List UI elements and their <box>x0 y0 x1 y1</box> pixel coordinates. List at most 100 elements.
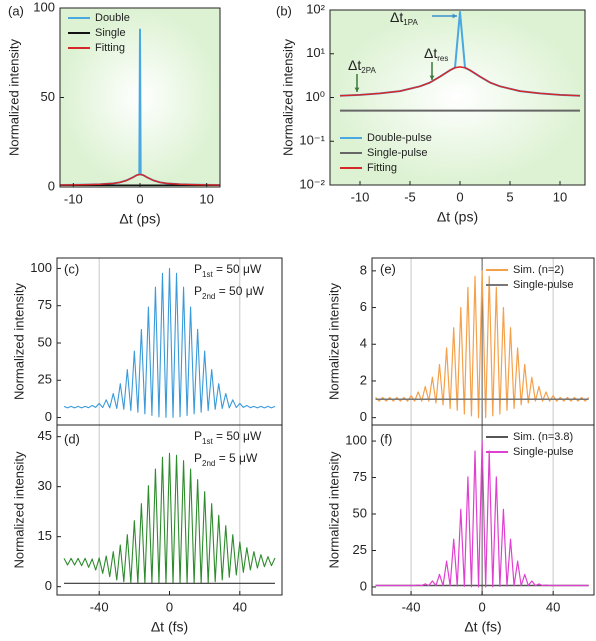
annotation-main: P <box>194 429 202 443</box>
annotation-main: P <box>194 451 202 465</box>
y-tick-label: 100 <box>30 260 52 275</box>
annotation-arrowhead <box>354 87 360 92</box>
legend-label: Double <box>95 12 130 24</box>
legend-label: Fitting <box>367 162 397 174</box>
x-tick-label: -5 <box>404 189 416 204</box>
plot-lines <box>375 440 589 588</box>
plot-lines <box>339 11 581 112</box>
legend-label: Single-pulse <box>513 279 574 291</box>
annotation: Δt2PA <box>348 57 376 75</box>
annotation-main: Δt <box>348 57 361 73</box>
annotation-arrowhead <box>429 75 435 80</box>
panel: 10⁻² 10⁻¹ 10⁰ 10¹ 10² -10 -5 0 5 10 Δt (ps) Normali… <box>276 1 586 225</box>
y-tick-label: 25 <box>38 372 52 387</box>
y-tick-label: 10⁻¹ <box>299 133 325 148</box>
y-tick-label: 100 <box>345 432 367 447</box>
annotation-sub: 2PA <box>361 66 376 75</box>
panel-label: (d) <box>64 431 80 446</box>
annotation: P1st = 50 μW <box>194 262 262 278</box>
y-axis-label: Normalized intensity <box>326 282 341 400</box>
annotation: P1st = 50 μW <box>194 429 262 445</box>
legend-label: Single-pulse <box>367 147 428 159</box>
legend-label: Single-pulse <box>513 446 574 458</box>
y-tick-label: 2 <box>360 372 367 387</box>
x-axis-label: Δt (ps) <box>119 211 160 227</box>
annotation-sub: 1st <box>202 270 213 279</box>
y-tick-label: 0 <box>48 178 55 193</box>
x-axis-label: Δt (fs) <box>464 619 501 635</box>
y-tick-label: 10² <box>306 1 325 16</box>
series-line <box>63 267 276 418</box>
series-line <box>375 270 590 419</box>
annotation-sub: res <box>437 54 448 63</box>
x-tick-label: 40 <box>233 599 247 614</box>
y-tick-label: 45 <box>38 428 52 443</box>
y-tick-label: 15 <box>38 528 52 543</box>
y-tick-label: 0 <box>45 578 52 593</box>
x-tick-label: -10 <box>64 191 83 206</box>
x-tick-label: 5 <box>506 189 513 204</box>
annotation-tail: = 50 μW <box>213 429 262 443</box>
y-axis-label: Normalized intensity <box>11 282 26 400</box>
panel: 0 25 50 75 100 Normalized intensity (c) P1st = … <box>11 257 283 426</box>
series-line <box>339 66 581 97</box>
annotation: Δtres <box>424 45 448 63</box>
panel: 0 50 100 -10 0 10 Δt (ps) Normalized intensity (… <box>6 0 221 227</box>
y-tick-label: 50 <box>41 89 55 104</box>
panel-label: (f) <box>380 431 392 446</box>
x-tick-label: -10 <box>351 189 370 204</box>
y-tick-label: 0 <box>360 409 367 424</box>
legend-label: Single <box>95 27 126 39</box>
x-tick-label: 0 <box>456 189 463 204</box>
series-line <box>375 440 589 588</box>
annotation-main: P <box>194 262 202 276</box>
panel-label: (c) <box>64 261 79 276</box>
y-tick-label: 10¹ <box>306 45 325 60</box>
x-tick-label: -40 <box>90 599 109 614</box>
annotation-sub: 1st <box>202 437 213 446</box>
annotation-tail: = 50 μW <box>215 284 264 298</box>
y-tick-label: 50 <box>38 334 52 349</box>
y-axis-label: Normalized intensity <box>326 451 341 569</box>
annotation-tail: = 5 μW <box>215 451 258 465</box>
panel-label: (e) <box>380 261 396 276</box>
panel-label: (a) <box>8 3 24 18</box>
legend-label: Sim. (n=3.8) <box>513 431 573 443</box>
plot-lines <box>63 452 276 584</box>
panel: 0 25 50 75 100 -40 0 40 Δt (fs) Normalized intens… <box>326 424 595 635</box>
x-tick-label: 10 <box>553 189 567 204</box>
x-tick-label: 40 <box>546 599 560 614</box>
panel-label: (b) <box>276 3 292 18</box>
annotation: Δt1PA <box>390 9 418 27</box>
x-tick-label: 10 <box>199 191 213 206</box>
y-axis-label: Normalized intensity <box>11 451 26 569</box>
plot-lines <box>63 267 276 418</box>
series-line <box>60 173 220 186</box>
y-tick-label: 10⁻² <box>299 176 325 191</box>
annotation: P2nd = 5 μW <box>194 451 258 467</box>
panel: 0 2 4 6 8 Normalized intensity (e) Sim. (n=2) Si… <box>326 257 595 426</box>
x-tick-label: -40 <box>402 599 421 614</box>
y-tick-label: 0 <box>45 409 52 424</box>
y-axis-label: Normalized intensity <box>6 38 21 156</box>
y-tick-label: 30 <box>38 478 52 493</box>
x-tick-label: 0 <box>166 599 173 614</box>
annotation-tail: = 50 μW <box>213 262 262 276</box>
legend-label: Double-pulse <box>367 132 432 144</box>
annotation-sub: 2nd <box>202 292 215 301</box>
y-axis-label: Normalized intensity <box>280 38 295 156</box>
y-tick-label: 100 <box>33 0 55 14</box>
y-tick-label: 4 <box>360 336 367 351</box>
x-tick-label: 0 <box>478 599 485 614</box>
legend-label: Fitting <box>95 42 125 54</box>
annotation-sub: 2nd <box>202 459 215 468</box>
x-axis-label: Δt (fs) <box>151 619 188 635</box>
x-tick-label: 0 <box>136 191 143 206</box>
panel: 0 15 30 45 -40 0 40 Δt (fs) Normalized intensity… <box>11 424 283 635</box>
y-tick-label: 6 <box>360 299 367 314</box>
plot-frame <box>371 424 595 596</box>
y-tick-label: 10⁰ <box>305 89 325 104</box>
annotation-main: Δt <box>424 45 437 61</box>
x-axis-label: Δt (ps) <box>437 209 478 225</box>
